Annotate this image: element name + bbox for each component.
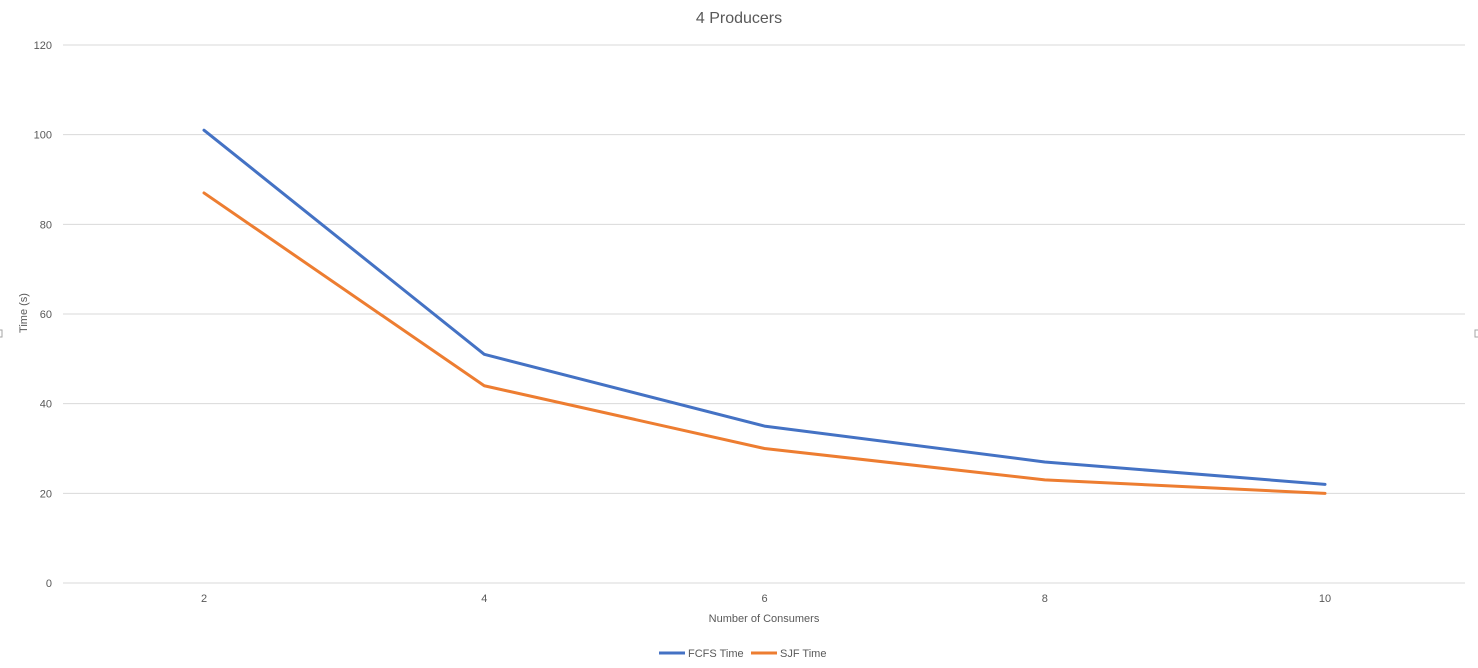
y-tick-labels: 0 20 40 60 80 100 120 bbox=[34, 40, 52, 590]
y-tick-label: 20 bbox=[40, 488, 52, 500]
y-tick-label: 80 bbox=[40, 219, 52, 231]
gridlines bbox=[63, 44, 1465, 584]
series-line-sjf[interactable] bbox=[202, 191, 1327, 495]
y-axis-label: Time (s) bbox=[18, 293, 30, 333]
x-axis-label: Number of Consumers bbox=[709, 613, 820, 625]
x-tick-label: 8 bbox=[1042, 593, 1048, 605]
x-tick-label: 4 bbox=[481, 593, 487, 605]
x-tick-labels: 2 4 6 8 10 bbox=[201, 593, 1331, 605]
legend-label: FCFS Time bbox=[688, 648, 744, 660]
series-lines bbox=[202, 128, 1327, 495]
x-tick-label: 10 bbox=[1319, 593, 1331, 605]
chart-title: 4 Producers bbox=[696, 10, 782, 27]
chart-frame-handle-left[interactable] bbox=[0, 329, 3, 338]
y-tick-label: 120 bbox=[34, 40, 52, 52]
x-tick-label: 2 bbox=[201, 593, 207, 605]
legend-label: SJF Time bbox=[780, 648, 826, 660]
y-tick-label: 0 bbox=[46, 578, 52, 590]
y-tick-label: 100 bbox=[34, 130, 52, 142]
x-tick-label: 6 bbox=[761, 593, 767, 605]
y-tick-label: 60 bbox=[40, 309, 52, 321]
y-tick-label: 40 bbox=[40, 399, 52, 411]
legend: FCFS Time SJF Time bbox=[659, 648, 826, 660]
series-line-fcfs[interactable] bbox=[202, 128, 1327, 486]
